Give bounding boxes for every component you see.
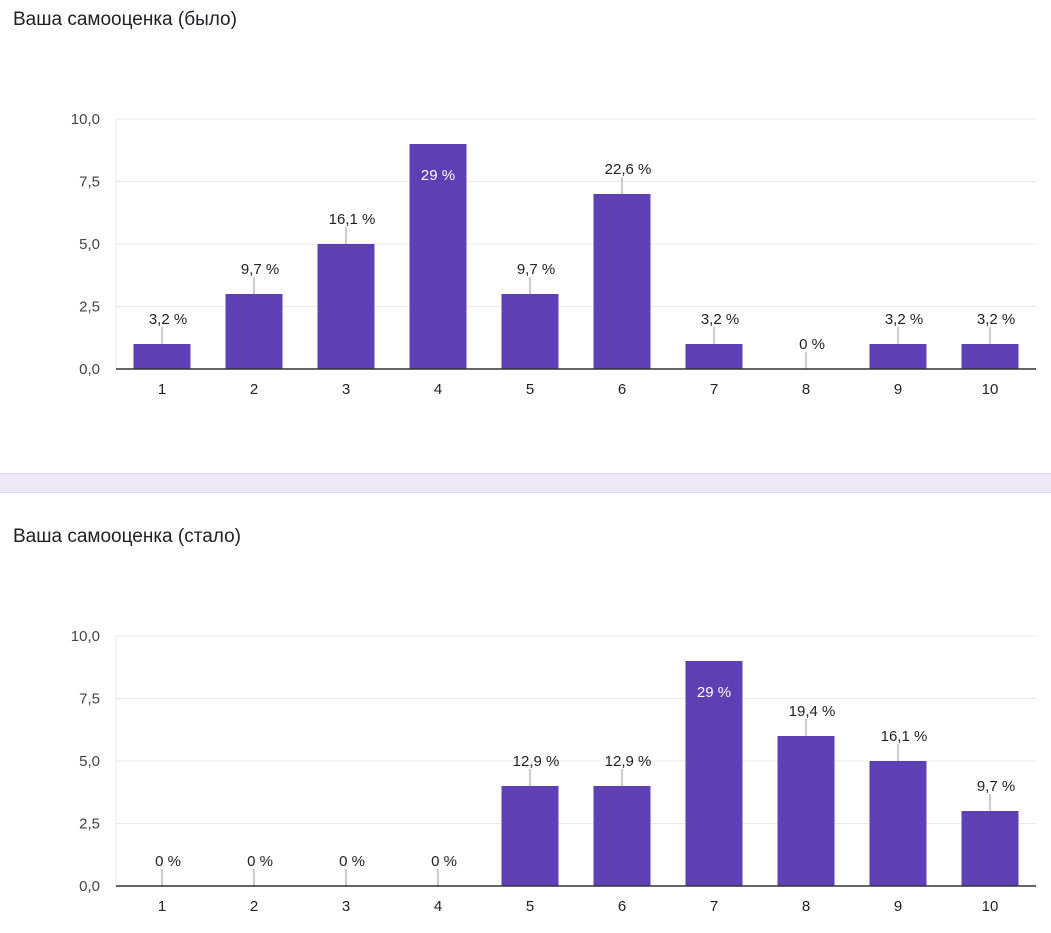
- x-tick-label: 7: [710, 381, 718, 398]
- bar: [593, 786, 651, 886]
- bar: [685, 344, 743, 369]
- x-tick-label: 6: [618, 381, 626, 398]
- x-tick-label: 10: [982, 898, 999, 915]
- chart-card-after: Ваша самооценка (стало) 0,0 2,5 5,0 7,5 10,0…: [0, 493, 1051, 933]
- data-label: 0 %: [247, 853, 273, 870]
- bar: [317, 244, 375, 369]
- y-tick-label: 7,5: [79, 174, 100, 191]
- x-tick-label: 4: [434, 381, 442, 398]
- data-label: 0 %: [155, 853, 181, 870]
- y-tick-label: 0,0: [79, 878, 100, 895]
- bar-chart-after: 0,0 2,5 5,0 7,5 10,0 1 0 % 2 0 % 3 0 % 4 0 % 5 12,9 % 6…: [71, 628, 1036, 915]
- x-tick-label: 9: [894, 381, 902, 398]
- data-label: 0 %: [799, 336, 825, 353]
- x-tick-label: 6: [618, 898, 626, 915]
- y-tick-label: 7,5: [79, 691, 100, 708]
- x-tick-label: 1: [158, 381, 166, 398]
- data-label: 22,6 %: [605, 161, 652, 178]
- bar: [225, 294, 283, 369]
- y-tick-label: 5,0: [79, 236, 100, 253]
- bar: [409, 144, 467, 369]
- x-tick-label: 3: [342, 898, 350, 915]
- bar: [133, 344, 191, 369]
- bar: [501, 294, 559, 369]
- x-tick-label: 9: [894, 898, 902, 915]
- chart-title: Ваша самооценка (стало): [13, 526, 241, 547]
- data-label: 12,9 %: [513, 753, 560, 770]
- x-tick-label: 1: [158, 898, 166, 915]
- data-label: 9,7 %: [517, 261, 555, 278]
- y-tick-label: 2,5: [79, 299, 100, 316]
- y-tick-label: 10,0: [71, 628, 100, 645]
- chart-card-before: Ваша самооценка (было) 0,0 2,5 5,0 7,5 10,0 1…: [13, 9, 1036, 398]
- bar: [961, 811, 1019, 886]
- x-tick-label: 7: [710, 898, 718, 915]
- y-tick-label: 10,0: [71, 111, 100, 128]
- bar-chart-before: 0,0 2,5 5,0 7,5 10,0 1 3,2 % 2 9,7 % 3 16,1 % 4 29 %…: [71, 111, 1036, 398]
- data-label: 29 %: [697, 684, 731, 701]
- y-tick-label: 5,0: [79, 753, 100, 770]
- bar: [685, 661, 743, 886]
- bar: [869, 344, 927, 369]
- bar: [961, 344, 1019, 369]
- x-tick-label: 4: [434, 898, 442, 915]
- y-tick-label: 0,0: [79, 361, 100, 378]
- data-label: 29 %: [421, 167, 455, 184]
- data-label: 3,2 %: [885, 311, 923, 328]
- y-tick-label: 2,5: [79, 816, 100, 833]
- x-tick-label: 2: [250, 898, 258, 915]
- x-tick-label: 5: [526, 898, 534, 915]
- data-label: 3,2 %: [701, 311, 739, 328]
- chart-title: Ваша самооценка (было): [13, 9, 237, 30]
- data-label: 9,7 %: [977, 778, 1015, 795]
- bar: [869, 761, 927, 886]
- x-tick-label: 8: [802, 381, 810, 398]
- data-label: 3,2 %: [977, 311, 1015, 328]
- data-label: 16,1 %: [329, 211, 376, 228]
- bar: [501, 786, 559, 886]
- bar: [777, 736, 835, 886]
- data-label: 16,1 %: [881, 728, 928, 745]
- x-tick-label: 5: [526, 381, 534, 398]
- bar: [593, 194, 651, 369]
- data-label: 9,7 %: [241, 261, 279, 278]
- data-label: 19,4 %: [789, 703, 836, 720]
- x-tick-label: 2: [250, 381, 258, 398]
- data-label: 3,2 %: [149, 311, 187, 328]
- data-label: 0 %: [431, 853, 457, 870]
- x-tick-label: 10: [982, 381, 999, 398]
- section-divider: [0, 473, 1051, 493]
- x-tick-label: 3: [342, 381, 350, 398]
- data-label: 0 %: [339, 853, 365, 870]
- data-label: 12,9 %: [605, 753, 652, 770]
- x-tick-label: 8: [802, 898, 810, 915]
